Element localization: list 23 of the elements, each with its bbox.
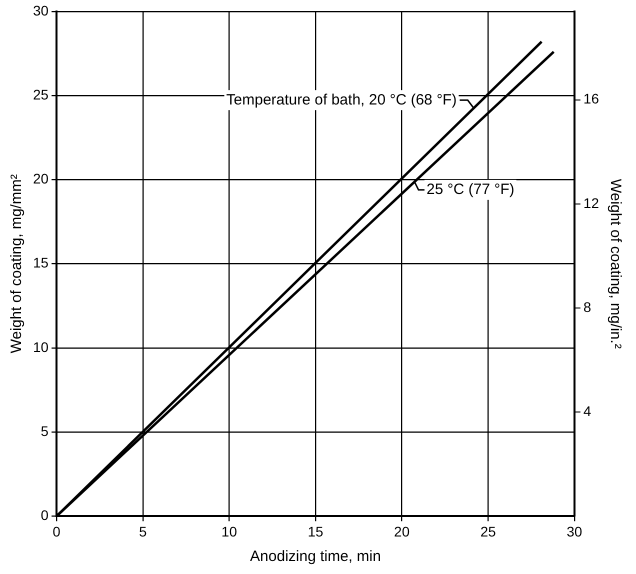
legend-label: 25 °C (77 °F) [426, 180, 514, 198]
y-tick-label: 25 [32, 86, 49, 102]
x-axis-title: Anodizing time, min [250, 548, 381, 566]
y-tick-label: 30 [32, 2, 49, 18]
y-tick-label: 0 [40, 507, 49, 524]
x-tick-label: 5 [138, 523, 147, 540]
y2-tick-label: 12 [583, 194, 600, 211]
x-tick-label: 15 [308, 523, 324, 540]
y2-tick-label: 8 [583, 298, 592, 315]
y2-tick-label: 4 [583, 402, 592, 419]
y2-axis-title: Weight of coating, mg/in.² [606, 178, 624, 349]
x-tick-label: 25 [480, 523, 496, 540]
y-tick-label: 10 [32, 338, 49, 355]
y2-tick-label: 16 [583, 90, 600, 107]
x-tick-label: 30 [566, 523, 582, 540]
x-tick-label: 20 [394, 523, 410, 540]
y-axis-title: Weight of coating, mg/mm² [8, 174, 26, 354]
series-label: Temperature of bath, 20 °C (68 °F) [226, 91, 457, 108]
y-tick-label: 15 [32, 254, 49, 271]
y-tick-label: 20 [32, 170, 49, 187]
x-tick-label: 0 [52, 523, 61, 540]
y-tick-label: 5 [40, 422, 49, 439]
x-tick-label: 10 [221, 523, 238, 540]
